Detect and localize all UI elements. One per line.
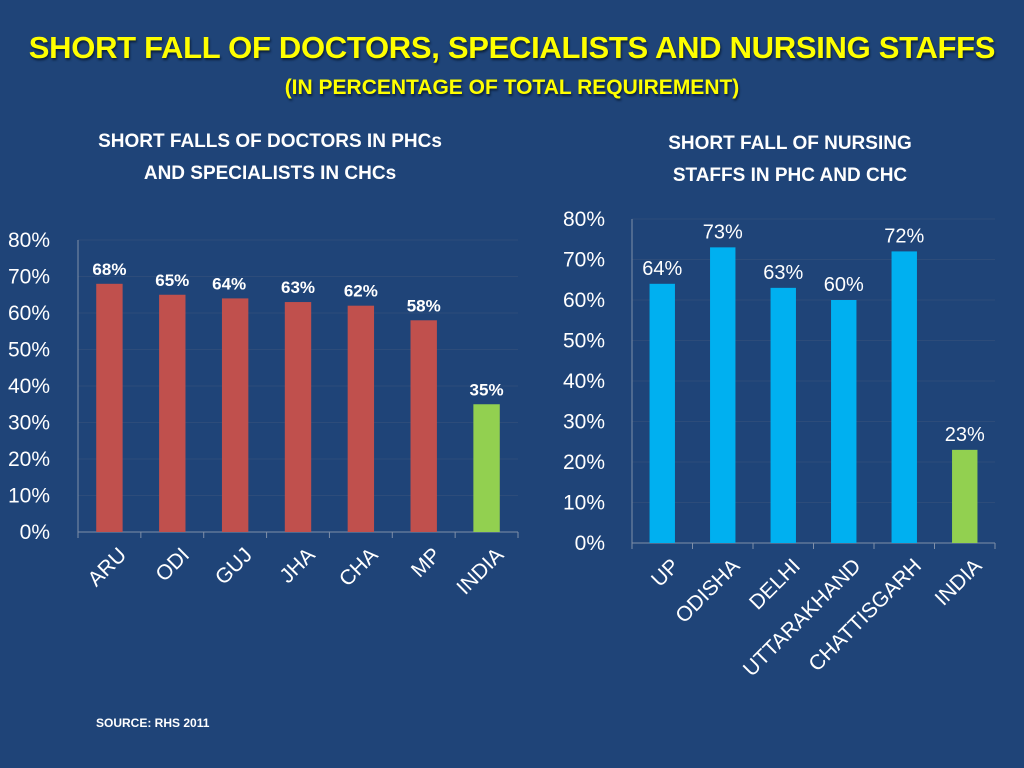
nursing-chart-title-line-2: STAFFS IN PHC AND CHC xyxy=(672,165,908,186)
doctors-bar-mp xyxy=(410,320,437,532)
doctors-ytick-label: 20% xyxy=(8,448,50,471)
doctors-data-label: 35% xyxy=(470,380,504,399)
doctors-category-label: MP xyxy=(407,543,446,582)
doctors-category-label: INDIA xyxy=(452,543,508,599)
doctors-ytick-label: 70% xyxy=(8,266,50,289)
nursing-ytick-label: 10% xyxy=(563,492,605,515)
nursing-data-label: 64% xyxy=(642,258,682,280)
nursing-category-label: DELHI xyxy=(745,554,805,614)
doctors-ytick-label: 10% xyxy=(8,485,50,508)
doctors-category-label: ODI xyxy=(151,543,194,586)
doctors-category-label: GUJ xyxy=(211,543,257,589)
nursing-bar-chattisgarh xyxy=(891,251,917,543)
doctors-data-label: 63% xyxy=(281,278,315,297)
doctors-bar-guj xyxy=(221,298,249,532)
nursing-category-label: ODISHA xyxy=(671,554,744,627)
page-title: SHORT FALL OF DOCTORS, SPECIALISTS AND N… xyxy=(28,30,996,65)
doctors-ytick-label: 0% xyxy=(20,521,50,544)
doctors-bar-cha xyxy=(347,305,375,532)
nursing-data-label: 73% xyxy=(703,221,743,243)
nursing-chart-title-line-1: SHORT FALL OF NURSING xyxy=(668,133,912,154)
nursing-bar-delhi xyxy=(770,287,796,543)
nursing-bar-india xyxy=(952,449,978,543)
nursing-shortfall-chart: 0% 10% 20% 30% 40% 50% 60% 70% 80% 64% UP 73% ODISHA… xyxy=(563,208,996,681)
doctors-data-label: 64% xyxy=(212,274,246,293)
nursing-bar-up xyxy=(649,283,675,543)
nursing-ytick-label: 30% xyxy=(563,411,605,434)
doctors-data-label: 58% xyxy=(407,296,441,315)
nursing-ytick-label: 50% xyxy=(563,330,605,353)
nursing-category-label: CHATTISGARH xyxy=(804,554,926,676)
doctors-category-label: JHA xyxy=(275,543,319,587)
nursing-ytick-label: 60% xyxy=(563,289,605,312)
doctors-bar-odi xyxy=(159,294,186,532)
nursing-bar-odisha xyxy=(710,247,736,543)
nursing-bar-uttarakhand xyxy=(831,300,857,543)
nursing-ytick-label: 0% xyxy=(575,532,605,555)
doctors-chart-title: SHORT FALLS OF DOCTORS IN PHCs AND SPECI… xyxy=(40,126,500,190)
doctors-bar-india xyxy=(473,404,500,532)
doctors-ytick-label: 30% xyxy=(8,412,50,435)
doctors-bar-aru xyxy=(96,283,123,532)
nursing-data-label: 23% xyxy=(945,424,985,446)
doctors-data-label: 68% xyxy=(92,260,126,279)
doctors-category-label: ARU xyxy=(84,543,132,591)
nursing-ytick-label: 20% xyxy=(563,451,605,474)
doctors-category-label: CHA xyxy=(335,543,383,591)
doctors-chart-title-line-1: SHORT FALLS OF DOCTORS IN PHCs xyxy=(98,131,442,152)
source-note: SOURCE: RHS 2011 xyxy=(96,716,210,730)
doctors-shortfall-chart: 0% 10% 20% 30% 40% 50% 60% 70% 80% 68% ARU 65% ODI 64… xyxy=(8,229,519,599)
doctors-bar-jha xyxy=(284,302,312,532)
doctors-data-label: 65% xyxy=(155,271,189,290)
nursing-ytick-label: 80% xyxy=(563,208,605,231)
doctors-ytick-label: 50% xyxy=(8,339,50,362)
nursing-data-label: 60% xyxy=(824,274,864,296)
nursing-ytick-label: 40% xyxy=(563,370,605,393)
nursing-data-label: 63% xyxy=(763,262,803,284)
nursing-category-label: UP xyxy=(647,554,684,591)
nursing-chart-title: SHORT FALL OF NURSING STAFFS IN PHC AND … xyxy=(600,128,980,192)
doctors-ytick-label: 60% xyxy=(8,302,50,325)
doctors-chart-title-line-2: AND SPECIALISTS IN CHCs xyxy=(143,163,397,184)
doctors-ytick-label: 80% xyxy=(8,229,50,252)
doctors-ytick-label: 40% xyxy=(8,375,50,398)
doctors-data-label: 62% xyxy=(344,282,378,301)
page-subtitle: (IN PERCENTAGE OF TOTAL REQUIREMENT) xyxy=(284,76,740,99)
nursing-data-label: 72% xyxy=(884,225,924,247)
nursing-category-label: INDIA xyxy=(931,554,987,610)
nursing-ytick-label: 70% xyxy=(563,249,605,272)
